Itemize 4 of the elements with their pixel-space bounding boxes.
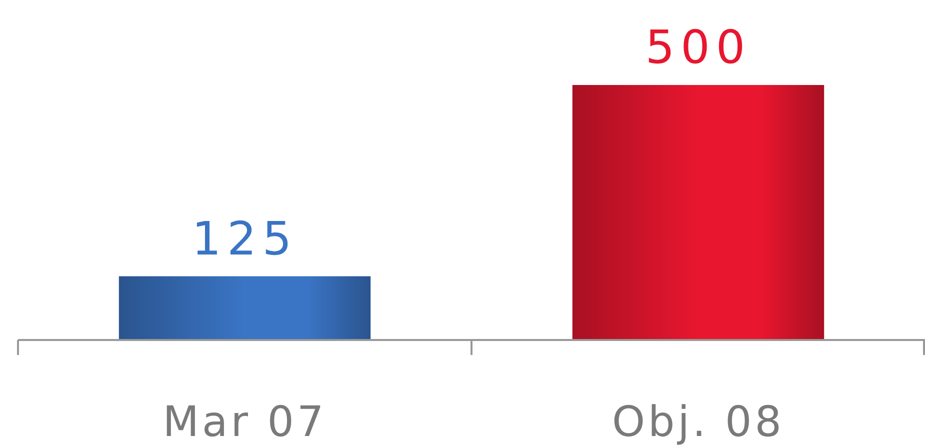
x-tick-label: Obj. 08 — [612, 397, 785, 446]
data-label: 500 — [645, 20, 752, 74]
data-label: 125 — [192, 211, 298, 266]
x-tick-label: Mar 07 — [162, 397, 327, 446]
